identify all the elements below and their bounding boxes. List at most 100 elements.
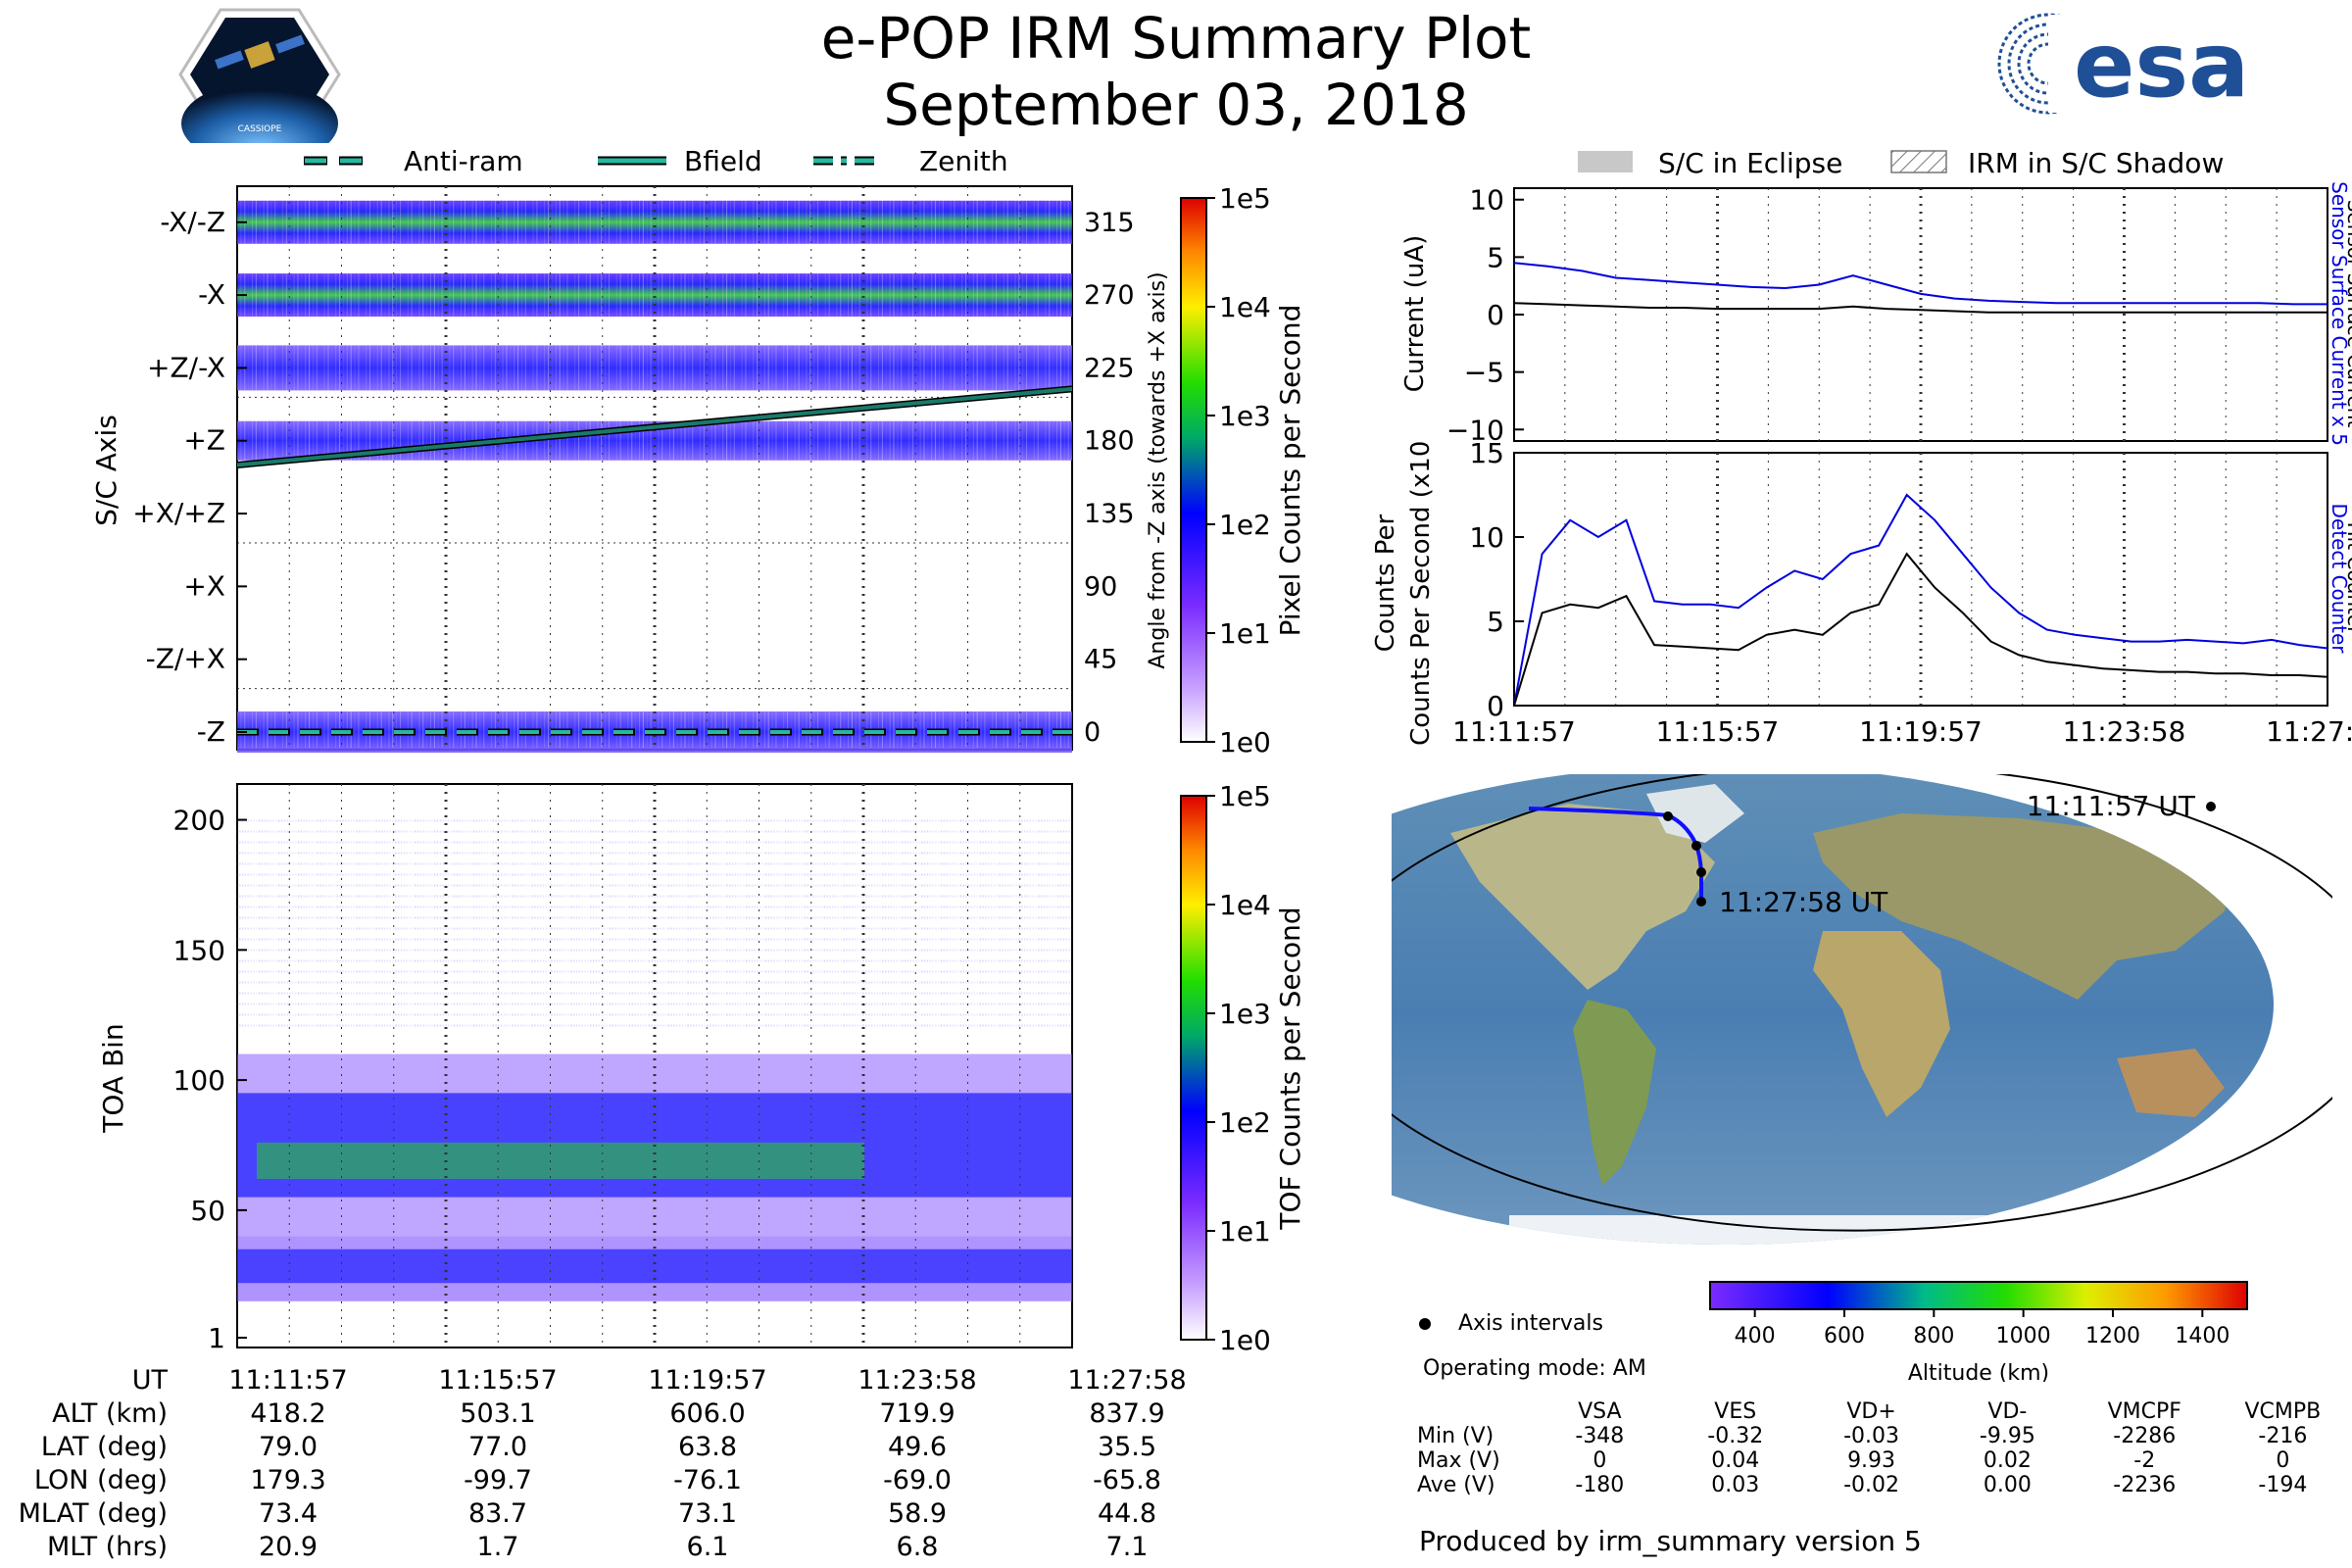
axis-right-tick: 180 xyxy=(1084,426,1135,457)
colorbar-tick-label: 1e3 xyxy=(1219,998,1271,1030)
legend-eclipse: S/C in Eclipse xyxy=(1658,147,1842,178)
page-date: September 03, 2018 xyxy=(883,72,1469,138)
ephemeris-row-label: MLT (hrs) xyxy=(46,1532,168,1562)
voltage-cell: -2 xyxy=(2133,1448,2156,1473)
sc-axis-plot: -X/-Z -X +Z/-X +Z +X/+Z +X -Z/+X -Z 315 270 225 18… xyxy=(90,182,1306,759)
legend-right: S/C in Eclipse IRM in S/C Shadow xyxy=(1578,147,2224,178)
legend-anti-ram: Anti-ram xyxy=(404,145,523,177)
ephemeris-cell: 719.9 xyxy=(879,1398,956,1429)
ephemeris-cell: -76.1 xyxy=(673,1465,742,1495)
ephemeris-cell: 6.1 xyxy=(686,1532,729,1562)
ephemeris-cell: 179.3 xyxy=(250,1465,326,1495)
ephemeris-cell: 58.9 xyxy=(887,1498,948,1529)
sc-axis-right-label: Angle from -Z axis (towards +X axis) xyxy=(1146,271,1170,668)
colorbar-tick-label: 1e5 xyxy=(1219,780,1271,812)
voltage-cell: 0.02 xyxy=(1983,1448,2032,1473)
ephemeris-row: LON (deg) 179.3 -99.7 -76.1 -69.0 -65.8 xyxy=(0,1464,1232,1497)
axis-left-tick: +X xyxy=(183,569,225,602)
xtick-label: 11:23:58 xyxy=(2063,715,2186,748)
series-line-sensor-surface-current-x-5 xyxy=(1513,262,2328,306)
voltage-cell: -0.32 xyxy=(1707,1424,1764,1448)
ephemeris-row: ALT (km) 418.2 503.1 606.0 719.9 837.9 xyxy=(0,1397,1232,1431)
altitude-tick-label: 1200 xyxy=(2085,1324,2140,1348)
colorbar-tick-label: 1e2 xyxy=(1219,1106,1271,1139)
ephemeris-cell: 606.0 xyxy=(669,1398,746,1429)
counts-right-black: Hit Counter xyxy=(2343,522,2352,635)
altitude-tick-label: 600 xyxy=(1824,1324,1865,1348)
ytick-label: 5 xyxy=(1487,241,1504,273)
ephemeris-cell: 11:27:58 xyxy=(1067,1365,1187,1396)
ytick-label: −10 xyxy=(1446,414,1504,446)
ytick-label: 15 xyxy=(1469,441,1504,469)
ephemeris-cell: 6.8 xyxy=(896,1532,939,1562)
axis-right-tick: 90 xyxy=(1084,571,1117,602)
ytick-label: 10 xyxy=(1469,521,1504,554)
pixel-colorbar-label: Pixel Counts per Second xyxy=(1274,305,1306,637)
toa-ytick: 50 xyxy=(190,1195,225,1227)
south-america-land xyxy=(1573,1000,1656,1186)
voltage-row: Max (V) 0 0.04 9.93 0.02 -2 0 xyxy=(1411,1448,2352,1473)
ephemeris-cell: 11:23:58 xyxy=(858,1365,977,1396)
cassiope-logo: CASSIOPE xyxy=(178,8,341,143)
colorbar-tick-label: 1e3 xyxy=(1219,400,1271,432)
colorbar-tick-label: 1e1 xyxy=(1219,1215,1271,1248)
voltage-header: VES xyxy=(1714,1399,1757,1424)
colorbar-tick-label: 1e4 xyxy=(1219,291,1271,323)
counts-ylabel: Counts Per Second (x10³) xyxy=(1406,441,1436,746)
ephemeris-cell: 7.1 xyxy=(1105,1532,1149,1562)
xtick-label: 11:15:57 xyxy=(1656,715,1780,748)
altitude-tick-label: 800 xyxy=(1913,1324,1954,1348)
voltage-cell: -180 xyxy=(1575,1473,1625,1497)
axis-left-tick: +X/+Z xyxy=(132,497,225,529)
series-line-detect-counter xyxy=(1513,493,2328,707)
ephemeris-row: UT 11:11:57 11:15:57 11:19:57 11:23:58 11:27:… xyxy=(0,1364,1232,1397)
axis-right-tick: 315 xyxy=(1084,208,1135,238)
ephemeris-row-label: LON (deg) xyxy=(33,1465,168,1495)
ytick-label: −5 xyxy=(1464,357,1504,389)
tof-colorbar xyxy=(1180,795,1207,1341)
track-point xyxy=(1691,841,1701,851)
colorbar-tick-label: 1e0 xyxy=(1219,726,1271,759)
colorbar-tick-label: 1e5 xyxy=(1219,182,1271,215)
axis-right-tick: 225 xyxy=(1084,353,1135,383)
altitude-tick-label: 400 xyxy=(1735,1324,1776,1348)
voltage-row-label: Min (V) xyxy=(1417,1424,1494,1448)
ephemeris-cell: 79.0 xyxy=(258,1432,318,1462)
axis-right-tick: 0 xyxy=(1084,717,1101,748)
ephemeris-cell: 49.6 xyxy=(887,1432,948,1462)
track-start-label: 11:11:57 UT xyxy=(2027,790,2196,822)
esa-logo: esa xyxy=(1997,13,2249,118)
series-line-sensor-surface-current xyxy=(1513,302,2328,314)
colorbar-tick-label: 1e2 xyxy=(1219,509,1271,541)
voltage-cell: -9.95 xyxy=(1979,1424,2035,1448)
colorbar-tick-label: 1e1 xyxy=(1219,617,1271,650)
voltage-header: VSA xyxy=(1578,1399,1622,1424)
voltage-cell: -216 xyxy=(2258,1424,2308,1448)
antarctica-land xyxy=(1509,1215,2274,1245)
voltage-row-label: Max (V) xyxy=(1417,1448,1500,1473)
voltage-cell: 0 xyxy=(2276,1448,2290,1473)
tof-colorbar-label: TOF Counts per Second xyxy=(1274,906,1306,1230)
ephemeris-cell: 83.7 xyxy=(467,1498,528,1529)
voltage-cell: -348 xyxy=(1575,1424,1625,1448)
orbit-track xyxy=(1528,807,1703,904)
counts-ylabel-1: Counts Per xyxy=(1371,514,1400,652)
ephemeris-cell: 837.9 xyxy=(1089,1398,1165,1429)
ephemeris-cell: 11:11:57 xyxy=(228,1365,348,1396)
axis-left-tick: -Z/+X xyxy=(146,643,225,675)
xtick-label: 11:27:58 xyxy=(2266,715,2352,748)
ephemeris-cell: 11:15:57 xyxy=(438,1365,558,1396)
ytick-label: 0 xyxy=(1487,690,1504,722)
track-point xyxy=(1696,897,1706,906)
axis-right-tick: 135 xyxy=(1084,499,1135,529)
toa-ylabel: TOA Bin xyxy=(97,1023,129,1133)
voltage-cell: -0.02 xyxy=(1843,1473,1900,1497)
voltage-cell: 9.93 xyxy=(1847,1448,1896,1473)
track-point xyxy=(1696,867,1706,877)
voltage-cell: -194 xyxy=(2258,1473,2308,1497)
ytick-label: 0 xyxy=(1487,299,1504,331)
counts-right-blue: Detect Counter xyxy=(2328,504,2351,655)
current-plot: 10 5 0 −5 −10 Current (uA) Sensor Surface Cu… xyxy=(1400,181,2352,446)
ephemeris-row-label: ALT (km) xyxy=(52,1398,168,1429)
